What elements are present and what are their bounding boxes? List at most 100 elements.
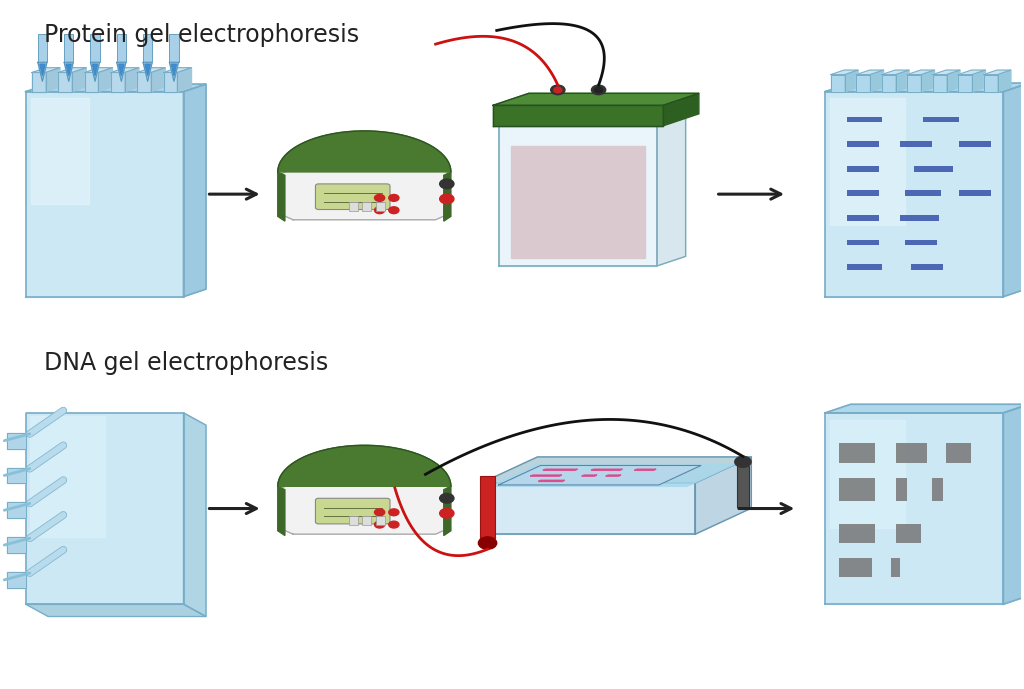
Circle shape [592, 85, 606, 94]
Polygon shape [72, 68, 86, 92]
FancyBboxPatch shape [847, 215, 879, 220]
FancyBboxPatch shape [847, 116, 883, 123]
Polygon shape [530, 475, 562, 476]
Circle shape [551, 85, 565, 94]
Polygon shape [164, 72, 177, 92]
Polygon shape [278, 131, 451, 172]
Polygon shape [7, 537, 26, 553]
FancyBboxPatch shape [896, 524, 922, 543]
Polygon shape [494, 105, 664, 126]
Polygon shape [591, 469, 623, 471]
Polygon shape [111, 72, 125, 92]
Polygon shape [58, 72, 72, 92]
Polygon shape [145, 64, 151, 76]
FancyBboxPatch shape [315, 498, 390, 524]
Polygon shape [870, 70, 884, 92]
FancyBboxPatch shape [362, 516, 372, 525]
Polygon shape [7, 433, 26, 449]
Polygon shape [151, 68, 165, 92]
Circle shape [478, 537, 497, 549]
Polygon shape [896, 70, 909, 92]
FancyBboxPatch shape [847, 141, 879, 147]
FancyBboxPatch shape [840, 524, 876, 543]
FancyBboxPatch shape [169, 34, 178, 62]
FancyBboxPatch shape [900, 141, 932, 147]
Polygon shape [177, 68, 191, 92]
Polygon shape [499, 466, 701, 485]
FancyBboxPatch shape [349, 202, 358, 211]
FancyBboxPatch shape [90, 34, 99, 62]
Circle shape [389, 194, 399, 201]
Circle shape [439, 508, 454, 518]
Polygon shape [7, 468, 26, 483]
Polygon shape [582, 475, 597, 476]
Polygon shape [830, 99, 905, 225]
Polygon shape [117, 62, 126, 81]
FancyBboxPatch shape [905, 190, 941, 196]
Polygon shape [125, 68, 139, 92]
Polygon shape [947, 70, 959, 92]
Polygon shape [67, 64, 72, 76]
Polygon shape [845, 70, 858, 92]
FancyBboxPatch shape [117, 34, 126, 62]
FancyBboxPatch shape [376, 202, 385, 211]
FancyBboxPatch shape [958, 190, 991, 196]
Polygon shape [26, 604, 206, 617]
FancyBboxPatch shape [932, 478, 943, 501]
Polygon shape [26, 92, 183, 297]
Polygon shape [90, 62, 99, 81]
Polygon shape [137, 68, 165, 72]
Polygon shape [119, 64, 124, 76]
Polygon shape [695, 457, 752, 534]
Polygon shape [984, 70, 1011, 74]
Polygon shape [882, 70, 909, 74]
Polygon shape [65, 62, 74, 81]
FancyBboxPatch shape [840, 444, 876, 462]
Polygon shape [171, 64, 176, 76]
Polygon shape [825, 83, 1024, 92]
FancyBboxPatch shape [376, 516, 385, 525]
Polygon shape [922, 70, 935, 92]
FancyBboxPatch shape [891, 558, 900, 577]
Polygon shape [907, 70, 935, 74]
Polygon shape [183, 413, 206, 617]
Polygon shape [85, 72, 98, 92]
FancyBboxPatch shape [847, 190, 879, 196]
Polygon shape [856, 74, 870, 92]
FancyBboxPatch shape [840, 558, 871, 577]
FancyBboxPatch shape [38, 34, 47, 62]
Polygon shape [830, 70, 858, 74]
Circle shape [389, 509, 399, 515]
Polygon shape [830, 74, 845, 92]
Polygon shape [882, 74, 896, 92]
FancyBboxPatch shape [315, 184, 390, 209]
Polygon shape [46, 68, 60, 92]
FancyBboxPatch shape [349, 516, 358, 525]
Polygon shape [543, 469, 578, 471]
Polygon shape [933, 70, 959, 74]
Polygon shape [98, 68, 113, 92]
Polygon shape [40, 64, 45, 76]
FancyBboxPatch shape [362, 202, 372, 211]
Polygon shape [825, 413, 1004, 604]
Polygon shape [984, 74, 997, 92]
Polygon shape [281, 483, 447, 534]
Polygon shape [997, 70, 1011, 92]
Polygon shape [933, 74, 947, 92]
Circle shape [375, 521, 385, 528]
Polygon shape [92, 64, 97, 76]
Circle shape [439, 493, 454, 503]
Polygon shape [281, 169, 447, 220]
FancyBboxPatch shape [910, 265, 943, 270]
Polygon shape [30, 416, 104, 537]
Polygon shape [500, 123, 657, 266]
Circle shape [389, 521, 399, 528]
Polygon shape [169, 62, 178, 81]
FancyBboxPatch shape [914, 166, 953, 172]
Polygon shape [111, 68, 139, 72]
Polygon shape [664, 93, 699, 126]
Polygon shape [605, 475, 621, 476]
Polygon shape [972, 70, 985, 92]
Polygon shape [31, 99, 89, 205]
Polygon shape [657, 113, 686, 266]
